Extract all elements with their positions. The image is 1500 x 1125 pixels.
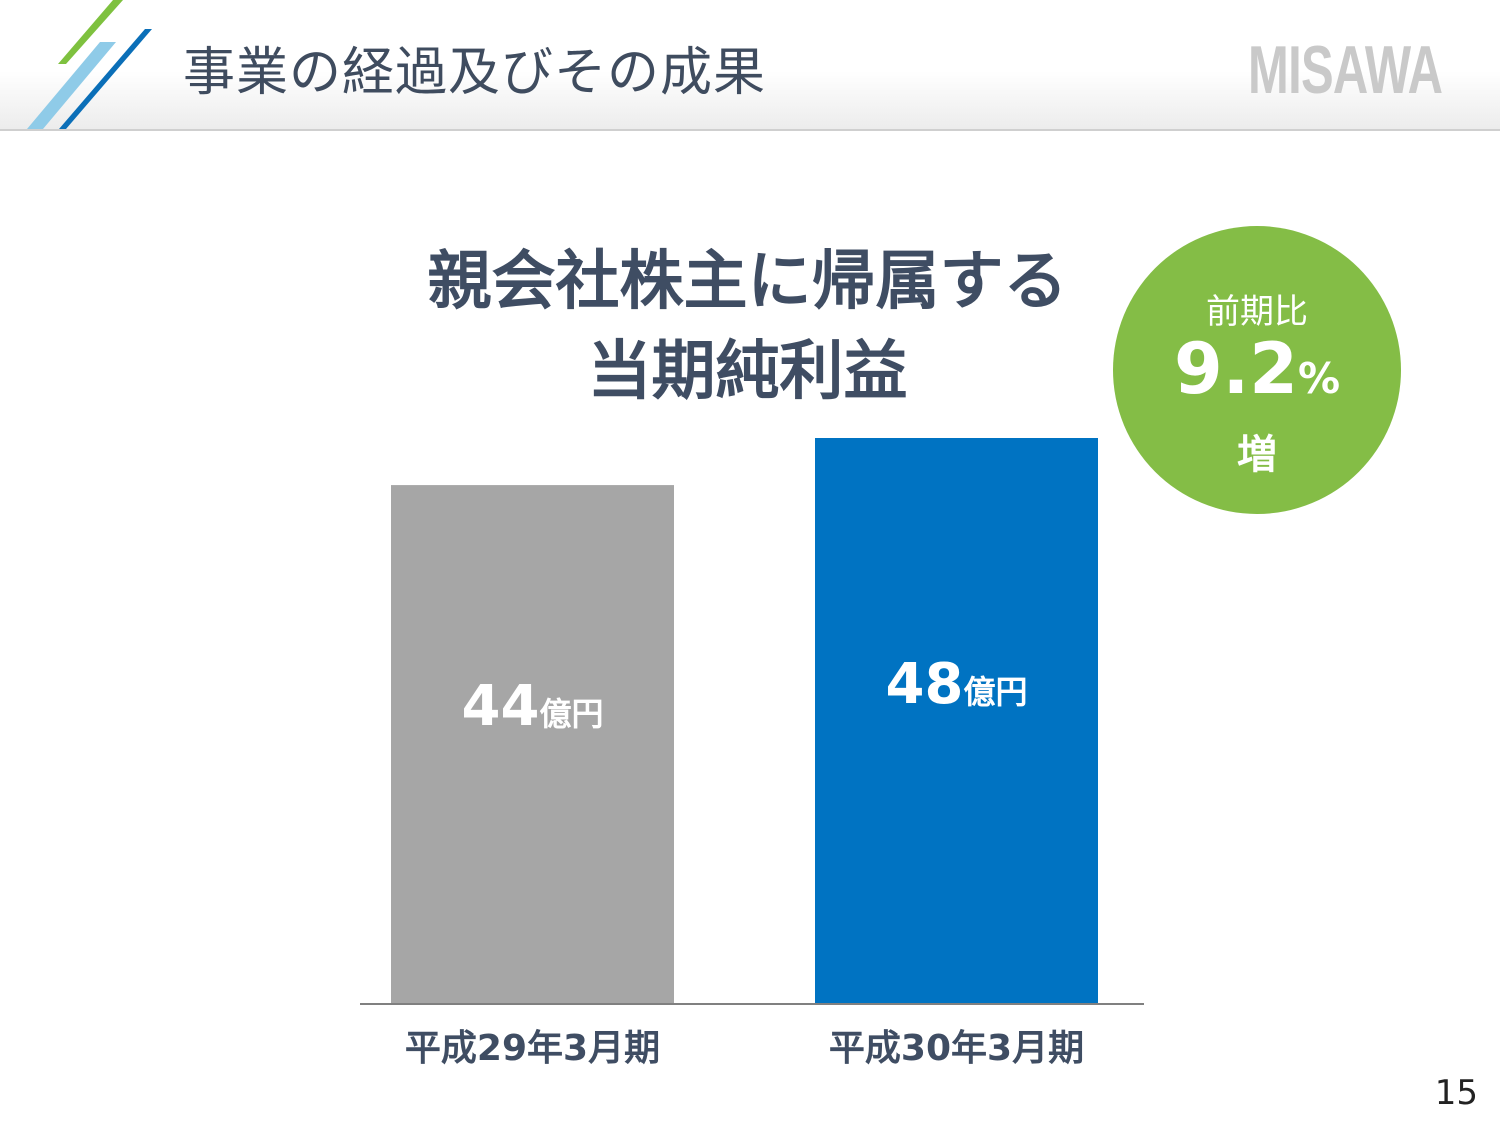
bar-value: 44	[462, 674, 540, 739]
badge-number: 9.2	[1173, 328, 1298, 410]
slide-header: 事業の経過及びその成果 MISAWA	[0, 0, 1500, 131]
bar	[391, 485, 674, 1003]
badge-label: 前期比	[1206, 292, 1308, 332]
badge-value: 9.2%	[1113, 328, 1401, 410]
chart-title-line-2: 当期純利益	[587, 335, 908, 409]
bar-value: 48	[886, 652, 964, 717]
category-label: 平成29年3月期	[405, 1028, 660, 1069]
stripes-decoration-icon	[27, 0, 152, 129]
bar-unit: 億円	[963, 673, 1027, 711]
bar-value-label: 48億円	[886, 652, 1028, 717]
category-label: 平成30年3月期	[829, 1028, 1084, 1069]
badge-unit: %	[1297, 354, 1341, 403]
growth-badge: 前期比 9.2% 増	[1113, 226, 1401, 514]
chart-title-line-1: 親会社株主に帰属する	[427, 245, 1068, 319]
bar-value-label: 44億円	[462, 674, 604, 739]
page-title: 事業の経過及びその成果	[183, 43, 767, 103]
misawa-logo: MISAWA	[1248, 32, 1443, 108]
chart-title: 親会社株主に帰属する 当期純利益	[340, 237, 1155, 417]
bar-unit: 億円	[539, 695, 603, 733]
page-number: 15	[1434, 1073, 1478, 1113]
bar	[815, 438, 1098, 1003]
badge-suffix: 増	[1237, 432, 1277, 478]
